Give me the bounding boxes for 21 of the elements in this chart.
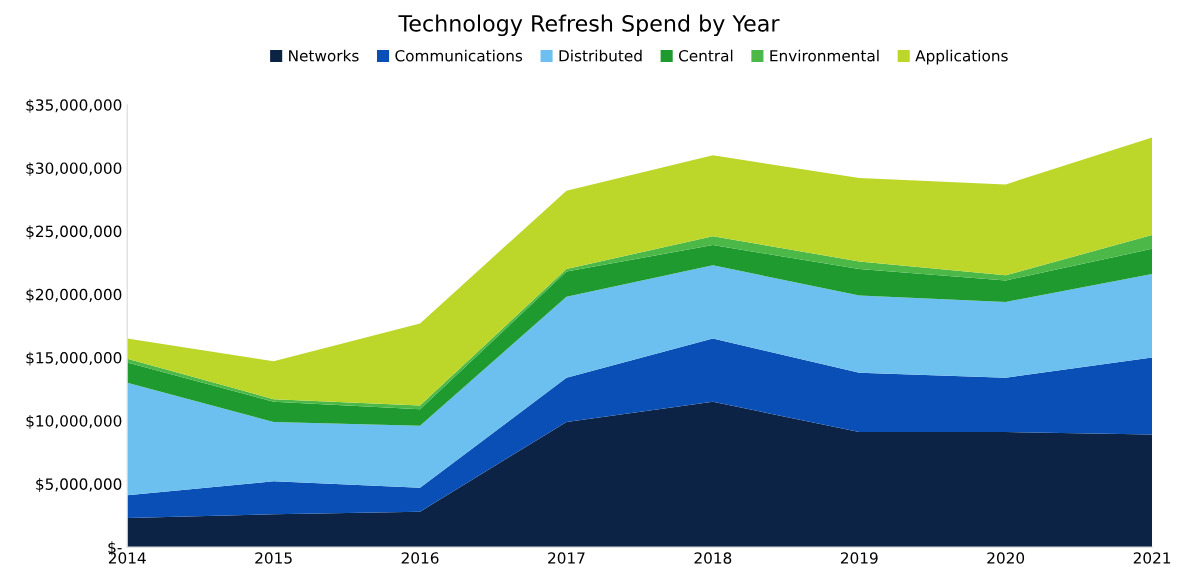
x-tick-label: 2018 <box>694 552 732 564</box>
x-tick-label: 2015 <box>255 552 292 564</box>
y-tick-label: $15,000,000 <box>26 351 122 366</box>
x-tick-label: 2020 <box>987 552 1025 564</box>
x-tick-label: 2017 <box>548 552 585 564</box>
y-tick-label: $20,000,000 <box>26 288 122 303</box>
legend-label: Central <box>678 49 733 62</box>
x-tick-label: 2016 <box>401 552 439 564</box>
y-tick-label: $10,000,000 <box>26 414 122 429</box>
legend-label: Applications <box>915 49 1008 65</box>
y-tick-label: $25,000,000 <box>26 225 122 240</box>
y-tick-label: $5,000,000 <box>36 478 122 492</box>
legend-label: Networks <box>289 49 359 62</box>
legend-label: Environmental <box>770 49 879 62</box>
y-tick-label: $35,000,000 <box>26 98 122 113</box>
x-tick-label: 2021 <box>1133 552 1171 564</box>
legend-label: Distributed <box>559 49 642 62</box>
legend-label: Communications <box>395 49 523 62</box>
x-tick-label: 2019 <box>840 552 878 564</box>
chart-title: Technology Refresh Spend by Year <box>398 14 780 37</box>
y-tick-label: $30,000,000 <box>26 162 122 176</box>
